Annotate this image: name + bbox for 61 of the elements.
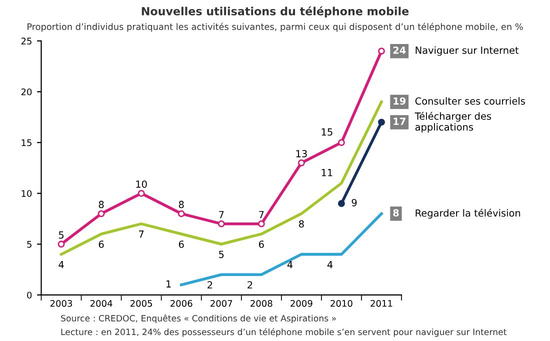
data-label: 5 xyxy=(58,231,64,239)
x-tick-label: 2006 xyxy=(170,300,192,307)
text: Consulter ses courriels xyxy=(415,97,525,105)
data-label: 5 xyxy=(219,250,224,258)
text: Télécharger des applications xyxy=(414,112,492,133)
data-label: 4 xyxy=(327,261,333,268)
data-label: 6 xyxy=(258,240,264,248)
point xyxy=(98,210,105,218)
x-tick-label: 2007 xyxy=(210,300,232,307)
data-label: 4 xyxy=(287,261,293,268)
data-label: 8 xyxy=(98,200,104,208)
point xyxy=(378,118,385,126)
data-label: 4 xyxy=(58,261,64,268)
data-label: 24 xyxy=(393,46,406,54)
text: Lecture : en 2011, 24% des possesseurs d’un téléphone mobile s’en servent pour naviguer sur Internet xyxy=(61,328,507,337)
data-label: 8 xyxy=(393,209,399,216)
line-series xyxy=(180,212,383,286)
text: Regarder la télévision xyxy=(416,208,520,219)
x-tick-label: 2004 xyxy=(90,300,112,307)
data-label: 7 xyxy=(219,211,224,218)
point xyxy=(178,210,185,218)
data-label: 9 xyxy=(352,198,357,206)
point xyxy=(338,139,345,146)
data-label: 6 xyxy=(178,240,184,248)
data-label: 8 xyxy=(178,200,184,208)
data-label: 11 xyxy=(322,169,332,176)
data-label: 6 xyxy=(98,240,104,248)
x-tick-label: 2003 xyxy=(50,300,72,307)
x-tick-label: 2005 xyxy=(130,300,152,307)
y-tick-label: 10 xyxy=(22,190,32,197)
point xyxy=(298,159,305,166)
x-tick-label: 2010 xyxy=(330,300,352,307)
data-label: 8 xyxy=(298,220,304,228)
chart-subtitle: Proportion d’individus pratiquant les activités suivantes, parmi ceux qui disposent d’un téléphone mobile, en % xyxy=(28,22,523,32)
y-tick-label: 5 xyxy=(27,241,32,248)
data-label: 15 xyxy=(322,128,332,136)
data-label: 10 xyxy=(136,180,147,188)
data-label: 7 xyxy=(139,230,144,238)
data-label: 19 xyxy=(394,97,406,105)
point xyxy=(258,220,265,228)
text: Naviguer sur Internet xyxy=(416,46,519,56)
data-label: 7 xyxy=(259,211,264,218)
point xyxy=(338,200,345,207)
y-tick-label: 25 xyxy=(21,38,32,44)
x-tick-label: 2011 xyxy=(370,300,392,307)
point xyxy=(378,48,385,55)
point xyxy=(138,190,145,197)
data-label: 1 xyxy=(166,280,171,288)
x-tick-label: 2008 xyxy=(250,300,272,307)
y-tick-label: 15 xyxy=(22,139,32,146)
y-tick-label: 20 xyxy=(21,88,32,96)
point xyxy=(218,220,225,228)
data-label: 17 xyxy=(394,118,406,125)
data-label: 2 xyxy=(208,281,212,288)
x-tick-label: 2009 xyxy=(290,300,312,307)
y-tick-label: 0 xyxy=(27,292,32,299)
data-label: 13 xyxy=(296,150,307,158)
point xyxy=(58,240,65,248)
chart-title: Nouvelles utilisations du téléphone mobile xyxy=(142,6,409,18)
data-label: 2 xyxy=(248,281,252,288)
source-note: Source : CREDOC, Enquêtes « Conditions de vie et Aspirations » xyxy=(61,314,336,324)
